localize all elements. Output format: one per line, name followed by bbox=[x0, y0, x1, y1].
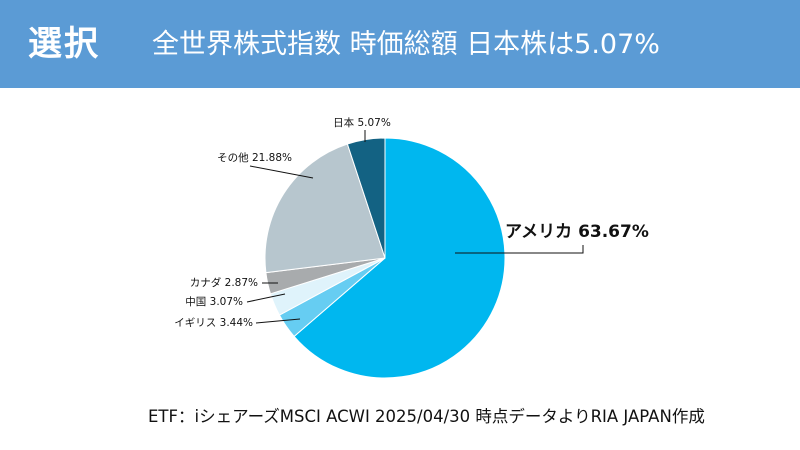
slice-label-other: その他 21.88% bbox=[217, 151, 292, 164]
pie-slice-japan bbox=[346, 137, 386, 259]
leader-line-china bbox=[246, 293, 286, 303]
leader-line-other bbox=[249, 165, 314, 179]
leader-line-usa bbox=[455, 245, 584, 254]
slice-label-canada: カナダ 2.87% bbox=[190, 276, 258, 289]
header-banner: 選択 全世界株式指数 時価総額 日本株は5.07% bbox=[0, 0, 800, 88]
leader-line-uk bbox=[255, 318, 301, 324]
slice-label-uk: イギリス 3.44% bbox=[174, 317, 253, 329]
header-tag: 選択 bbox=[28, 24, 100, 64]
page-title: 全世界株式指数 時価総額 日本株は5.07% bbox=[152, 29, 660, 60]
slice-label-china: 中国 3.07% bbox=[185, 295, 243, 308]
slice-label-usa: アメリカ 63.67% bbox=[505, 222, 649, 242]
slice-label-japan: 日本 5.07% bbox=[333, 116, 391, 129]
pie-chart: アメリカ 63.67% イギリス 3.44% 中国 3.07% カナダ 2.87% その… bbox=[174, 116, 649, 379]
source-note: ETF：iシェアーズMSCI ACWI 2025/04/30 時点データよりRI… bbox=[148, 407, 705, 426]
pie-slice-other bbox=[264, 143, 386, 274]
pie-slice-usa bbox=[293, 137, 506, 379]
